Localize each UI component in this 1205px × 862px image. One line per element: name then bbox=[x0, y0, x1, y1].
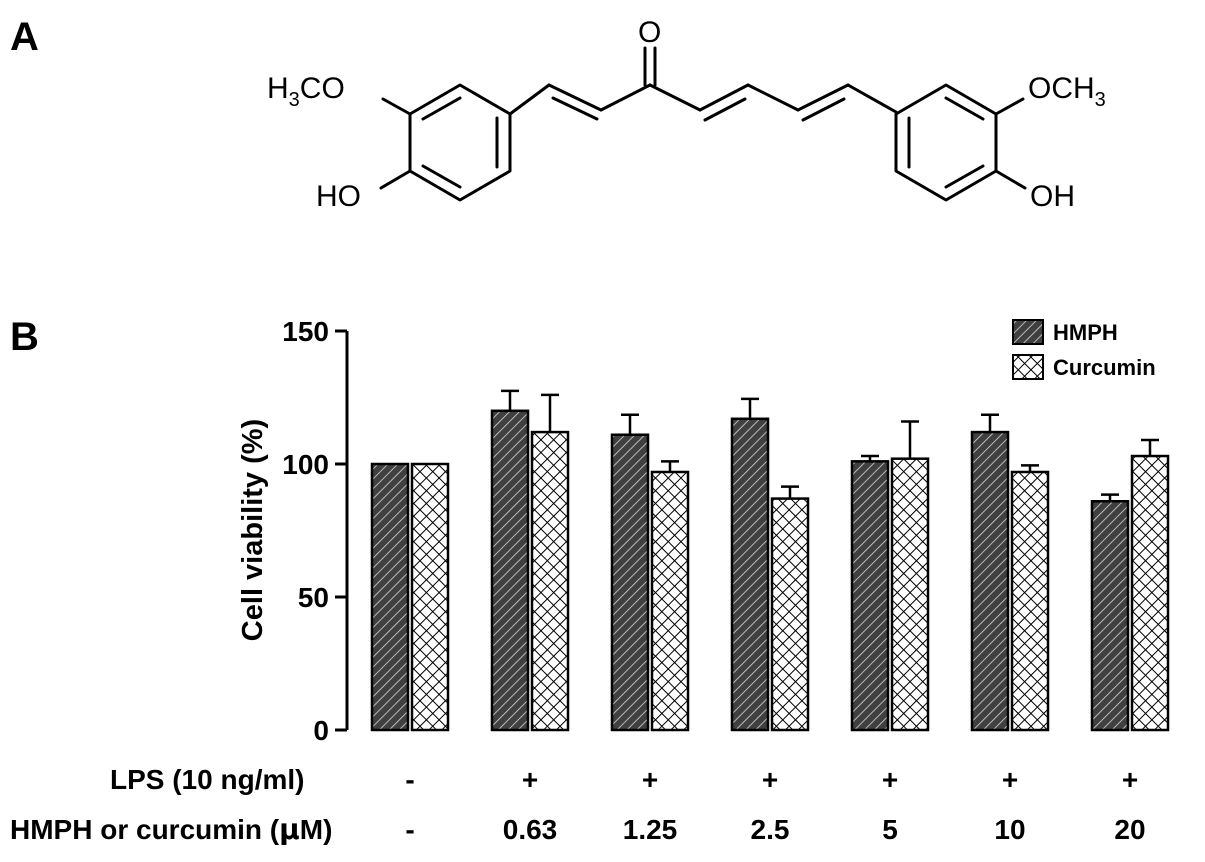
bar-curcumin-10 bbox=[1010, 470, 1050, 732]
lps-value-5: + bbox=[1002, 764, 1018, 795]
treatment-values: - + + + + + + - 0.63 1.25 2.5 5 10 20 bbox=[405, 764, 1145, 845]
right-hydroxy-bond bbox=[994, 169, 1027, 190]
lps-value-4: + bbox=[882, 764, 898, 795]
y-tick-label-0: 0 bbox=[313, 715, 329, 746]
legend-hmph-swatch bbox=[1012, 319, 1044, 345]
bar-chart: 0 50 100 150 Cell viability (%) HMPH Curcum… bbox=[237, 316, 1170, 746]
chemical-structure bbox=[379, 46, 1027, 202]
dose-value-1: 0.63 bbox=[503, 814, 558, 845]
panel-a-label: A bbox=[10, 15, 39, 59]
bar-hmph-1-25 bbox=[610, 433, 650, 732]
lps-value-1: + bbox=[522, 764, 538, 795]
right-hydroxy-label: OH bbox=[1030, 180, 1075, 213]
bar-curcumin-0-63 bbox=[530, 430, 570, 732]
lps-value-6: + bbox=[1122, 764, 1138, 795]
legend-hmph-label: HMPH bbox=[1053, 320, 1118, 345]
bar-hmph- bbox=[370, 462, 410, 732]
right-benzene-ring bbox=[894, 83, 998, 202]
y-ticks: 0 50 100 150 bbox=[282, 316, 347, 746]
left-hydroxy-label: HO bbox=[316, 180, 361, 213]
bar-hmph-10 bbox=[970, 430, 1010, 732]
left-methoxy-bond bbox=[381, 97, 412, 116]
dose-value-3: 2.5 bbox=[751, 814, 790, 845]
lps-value-0: - bbox=[405, 764, 414, 795]
legend-curcumin-swatch bbox=[1012, 354, 1044, 380]
bar-hmph-5 bbox=[850, 460, 890, 732]
lps-value-2: + bbox=[642, 764, 658, 795]
treatment-table: LPS (10 ng/ml) HMPH or curcumin (μM) - + +… bbox=[10, 764, 1146, 846]
bar-curcumin- bbox=[410, 462, 450, 732]
left-hydroxy-bond bbox=[379, 169, 412, 190]
dose-value-6: 20 bbox=[1114, 814, 1145, 845]
y-tick-label-150: 150 bbox=[282, 316, 329, 347]
right-methoxy-bond bbox=[994, 97, 1025, 116]
left-methoxy-label: H3CO bbox=[267, 72, 345, 111]
bar-curcumin-2-5 bbox=[770, 497, 810, 732]
bars bbox=[370, 389, 1170, 732]
bar-hmph-0-63 bbox=[490, 409, 530, 732]
lps-value-3: + bbox=[762, 764, 778, 795]
bar-hmph-2-5 bbox=[730, 417, 770, 732]
dose-value-5: 10 bbox=[994, 814, 1025, 845]
bar-hmph-20 bbox=[1090, 499, 1130, 732]
legend: HMPH Curcumin bbox=[1012, 319, 1156, 380]
right-methoxy-label: OCH3 bbox=[1028, 72, 1106, 111]
left-benzene-ring bbox=[408, 83, 512, 202]
bar-curcumin-20 bbox=[1130, 454, 1170, 732]
dose-row-label: HMPH or curcumin (μM) bbox=[10, 813, 332, 846]
dose-value-2: 1.25 bbox=[623, 814, 678, 845]
y-axis-label: Cell viability (%) bbox=[237, 419, 269, 641]
lps-row-label: LPS (10 ng/ml) bbox=[110, 764, 304, 795]
dose-value-4: 5 bbox=[882, 814, 898, 845]
dose-value-0: - bbox=[405, 814, 414, 845]
y-tick-label-100: 100 bbox=[282, 449, 329, 480]
bar-curcumin-1-25 bbox=[650, 470, 690, 732]
carbonyl-oxygen-label: O bbox=[638, 16, 661, 49]
legend-curcumin-label: Curcumin bbox=[1053, 355, 1156, 380]
panel-b-label: B bbox=[10, 315, 39, 359]
bar-curcumin-5 bbox=[890, 457, 930, 732]
y-tick-label-50: 50 bbox=[298, 582, 329, 613]
